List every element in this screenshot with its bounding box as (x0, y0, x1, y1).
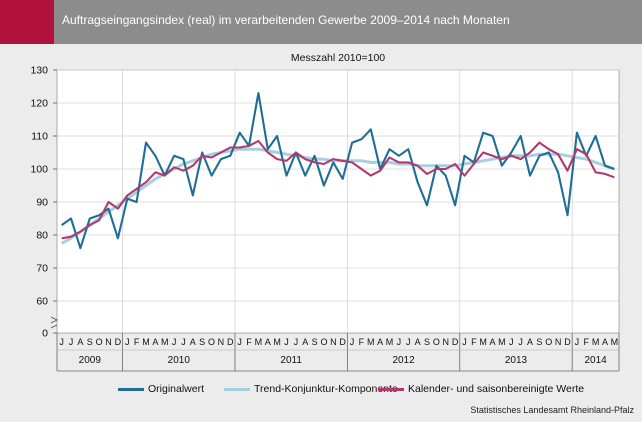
month-tick-label: D (452, 337, 459, 347)
month-tick-label: F (583, 337, 589, 347)
month-tick-label: A (602, 337, 608, 347)
legend-label-adjusted: Kalender- und saisonbereinigte Werte (408, 383, 585, 395)
month-tick-label: F (359, 337, 365, 347)
month-tick-label: M (367, 337, 375, 347)
y-tick-label: 80 (36, 230, 48, 242)
month-tick-label: A (527, 337, 533, 347)
month-tick-label: M (273, 337, 281, 347)
month-tick-label: D (115, 337, 122, 347)
year-label: 2014 (584, 355, 607, 366)
plot-area (56, 69, 620, 334)
month-tick-label: S (536, 337, 542, 347)
month-tick-label: O (96, 337, 103, 347)
month-tick-label: A (265, 337, 271, 347)
source-note: Statistisches Landesamt Rheinland-Pfalz (470, 405, 634, 415)
month-tick-label: A (77, 337, 83, 347)
month-tick-label: O (545, 337, 552, 347)
month-tick-label: A (377, 337, 383, 347)
month-tick-label: N (442, 337, 449, 347)
year-label: 2009 (79, 355, 102, 366)
year-label: 2011 (280, 355, 302, 366)
series-line-original (61, 92, 615, 250)
month-tick-label: F (246, 337, 252, 347)
month-tick-label: J (518, 337, 523, 347)
legend-entry-original: Originalwert (118, 383, 204, 395)
y-tick-label: 110 (31, 131, 48, 143)
month-tick-label: O (208, 337, 215, 347)
month-tick-label: A (190, 337, 196, 347)
year-label: 2013 (505, 355, 528, 366)
month-tick-label: J (172, 337, 177, 347)
month-tick-label: M (611, 337, 619, 347)
legend-label-original: Originalwert (148, 383, 205, 395)
month-tick-label: M (161, 337, 169, 347)
month-tick-label: D (227, 337, 234, 347)
month-tick-label: S (199, 337, 205, 347)
chart-subtitle: Messzahl 2010=100 (291, 52, 385, 64)
legend-entry-adjusted: Kalender- und saisonbereinigte Werte (378, 383, 584, 395)
month-tick-label: J (575, 337, 580, 347)
month-tick-label: S (87, 337, 93, 347)
month-tick-label: O (433, 337, 440, 347)
month-tick-label: O (320, 337, 327, 347)
month-tick-label: D (564, 337, 571, 347)
legend-swatch-trend (224, 387, 250, 391)
month-tick-label: J (237, 337, 242, 347)
month-tick-label: J (350, 337, 355, 347)
month-tick-label: N (218, 337, 225, 347)
month-tick-label: M (498, 337, 506, 347)
axis-break-icon (50, 316, 59, 329)
month-tick-label: F (471, 337, 477, 347)
month-tick-label: J (294, 337, 299, 347)
month-tick-label: N (555, 337, 562, 347)
month-tick-label: J (125, 337, 130, 347)
legend-swatch-adjusted (378, 387, 404, 391)
y-tick-label: 70 (36, 263, 48, 275)
y-tick-label: 100 (30, 164, 48, 176)
year-label: 2010 (168, 355, 191, 366)
month-tick-label: J (397, 337, 402, 347)
month-tick-label: A (152, 337, 158, 347)
month-tick-label: J (181, 337, 186, 347)
chart-header (0, 0, 642, 44)
month-tick-label: S (312, 337, 318, 347)
y-tick-label: 130 (30, 65, 48, 77)
y-tick-label: 120 (30, 98, 48, 110)
month-tick-label: J (462, 337, 467, 347)
y-tick-label: 0 (42, 328, 48, 340)
month-tick-label: J (59, 337, 64, 347)
month-tick-label: J (406, 337, 411, 347)
month-tick-label: N (105, 337, 112, 347)
month-tick-label: M (255, 337, 263, 347)
month-tick-label: J (284, 337, 289, 347)
month-tick-label: S (424, 337, 430, 347)
month-tick-label: M (142, 337, 150, 347)
header-accent-block (0, 0, 54, 44)
month-tick-label: A (302, 337, 308, 347)
month-tick-label: A (490, 337, 496, 347)
month-tick-label: M (479, 337, 487, 347)
y-tick-label: 60 (36, 296, 48, 308)
chart-title: Auftragseingangsindex (real) im verarbei… (62, 13, 510, 27)
month-tick-label: M (386, 337, 394, 347)
month-tick-label: J (509, 337, 514, 347)
y-tick-label: 90 (36, 197, 48, 209)
legend-swatch-original (118, 387, 144, 391)
month-tick-label: M (592, 337, 600, 347)
month-tick-label: N (330, 337, 337, 347)
month-tick-label: J (69, 337, 74, 347)
legend-entry-trend: Trend-Konjunktur-Komponente (224, 383, 398, 395)
month-tick-label: A (415, 337, 421, 347)
legend-label-trend: Trend-Konjunktur-Komponente (254, 383, 398, 395)
series-line-adjusted (61, 139, 615, 240)
month-tick-label: D (339, 337, 346, 347)
year-label: 2012 (392, 355, 415, 366)
month-tick-label: F (134, 337, 140, 347)
